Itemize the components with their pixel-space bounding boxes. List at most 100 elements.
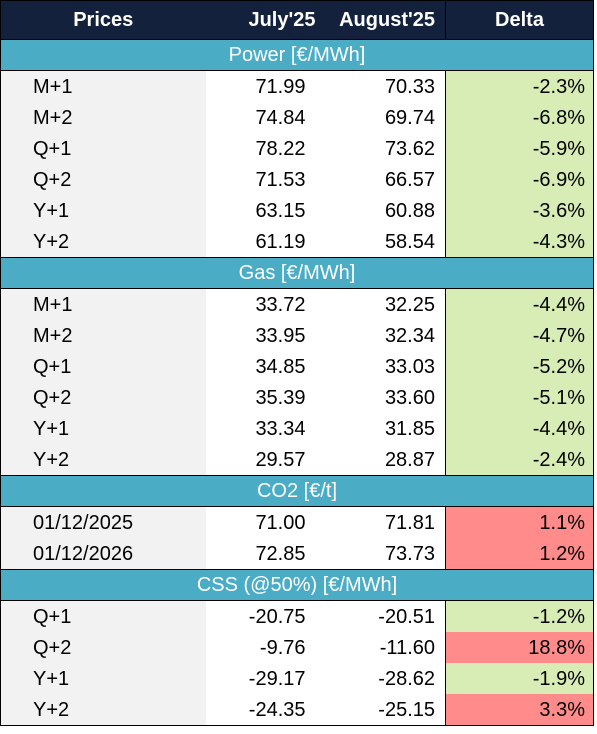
august-value: 66.57 [315,164,446,195]
table-row: Y+2 61.19 58.54 -4.3% [0,226,594,258]
august-value: 71.81 [315,506,446,538]
august-value: 73.62 [315,133,446,164]
delta-value: -4.3% [445,226,594,258]
july-value: 33.95 [205,320,316,351]
row-label: Y+2 [0,226,206,258]
july-value: 71.53 [205,164,316,195]
july-value: 35.39 [205,382,316,413]
july-value: 71.99 [205,70,316,102]
table-row: 01/12/2026 72.85 73.73 1.2% [0,538,594,570]
section-title: CSS (@50%) [€/MWh] [0,569,594,601]
july-value: 33.72 [205,288,316,320]
row-label: Q+2 [0,164,206,195]
august-value: 69.74 [315,102,446,133]
row-label: Q+1 [0,600,206,632]
table-row: Y+1 33.34 31.85 -4.4% [0,413,594,444]
row-label: Q+1 [0,133,206,164]
section-title: CO2 [€/t] [0,475,594,507]
table-row: Q+2 -9.76 -11.60 18.8% [0,632,594,663]
july-value: 61.19 [205,226,316,258]
table-row: 01/12/2025 71.00 71.81 1.1% [0,506,594,538]
row-label: M+1 [0,70,206,102]
august-value: 33.60 [315,382,446,413]
july-value: 63.15 [205,195,316,226]
table-body: Power [€/MWh] M+1 71.99 70.33 -2.3% M+2 74.84 6… [0,39,594,726]
table-row: M+2 33.95 32.34 -4.7% [0,320,594,351]
delta-value: -5.2% [445,351,594,382]
row-label: Y+2 [0,694,206,726]
row-label: Y+1 [0,413,206,444]
delta-value: -5.9% [445,133,594,164]
header-prices: Prices [0,0,206,40]
august-value: 31.85 [315,413,446,444]
august-value: 70.33 [315,70,446,102]
section-header-row: CSS (@50%) [€/MWh] [0,569,594,601]
section-header-row: CO2 [€/t] [0,475,594,507]
delta-value: -4.4% [445,288,594,320]
delta-value: -2.4% [445,444,594,476]
delta-value: -2.3% [445,70,594,102]
section-header-row: Power [€/MWh] [0,39,594,71]
august-value: -11.60 [315,632,446,663]
row-label: Q+2 [0,382,206,413]
august-value: -25.15 [315,694,446,726]
july-value: 74.84 [205,102,316,133]
header-august: August'25 [315,0,446,40]
row-label: M+1 [0,288,206,320]
delta-value: 18.8% [445,632,594,663]
table-row: M+1 71.99 70.33 -2.3% [0,70,594,102]
august-value: 32.34 [315,320,446,351]
delta-value: -4.7% [445,320,594,351]
row-label: 01/12/2025 [0,506,206,538]
july-value: -24.35 [205,694,316,726]
august-value: -20.51 [315,600,446,632]
table-row: M+2 74.84 69.74 -6.8% [0,102,594,133]
delta-value: -4.4% [445,413,594,444]
august-value: 58.54 [315,226,446,258]
table-row: Y+2 29.57 28.87 -2.4% [0,444,594,476]
section-title: Power [€/MWh] [0,39,594,71]
july-value: 34.85 [205,351,316,382]
table-row: Y+2 -24.35 -25.15 3.3% [0,694,594,726]
july-value: -9.76 [205,632,316,663]
row-label: Q+1 [0,351,206,382]
august-value: 73.73 [315,538,446,570]
delta-value: 1.2% [445,538,594,570]
header-row: Prices July'25 August'25 Delta [0,0,594,40]
august-value: 60.88 [315,195,446,226]
row-label: Q+2 [0,632,206,663]
july-value: 71.00 [205,506,316,538]
table-row: Y+1 63.15 60.88 -3.6% [0,195,594,226]
section-title: Gas [€/MWh] [0,257,594,289]
july-value: -20.75 [205,600,316,632]
july-value: 72.85 [205,538,316,570]
delta-value: 1.1% [445,506,594,538]
delta-value: -6.9% [445,164,594,195]
july-value: -29.17 [205,663,316,694]
august-value: 28.87 [315,444,446,476]
table-row: Q+1 78.22 73.62 -5.9% [0,133,594,164]
table-row: Q+1 -20.75 -20.51 -1.2% [0,600,594,632]
july-value: 33.34 [205,413,316,444]
delta-value: -6.8% [445,102,594,133]
table-row: Q+2 35.39 33.60 -5.1% [0,382,594,413]
row-label: M+2 [0,320,206,351]
august-value: -28.62 [315,663,446,694]
delta-value: -3.6% [445,195,594,226]
section-header-row: Gas [€/MWh] [0,257,594,289]
row-label: Y+1 [0,663,206,694]
july-value: 78.22 [205,133,316,164]
row-label: 01/12/2026 [0,538,206,570]
delta-value: -1.2% [445,600,594,632]
row-label: Y+1 [0,195,206,226]
row-label: M+2 [0,102,206,133]
header-delta: Delta [445,0,594,40]
table-row: M+1 33.72 32.25 -4.4% [0,288,594,320]
header-july: July'25 [205,0,316,40]
table-row: Y+1 -29.17 -28.62 -1.9% [0,663,594,694]
delta-value: 3.3% [445,694,594,726]
delta-value: -1.9% [445,663,594,694]
table-row: Q+1 34.85 33.03 -5.2% [0,351,594,382]
